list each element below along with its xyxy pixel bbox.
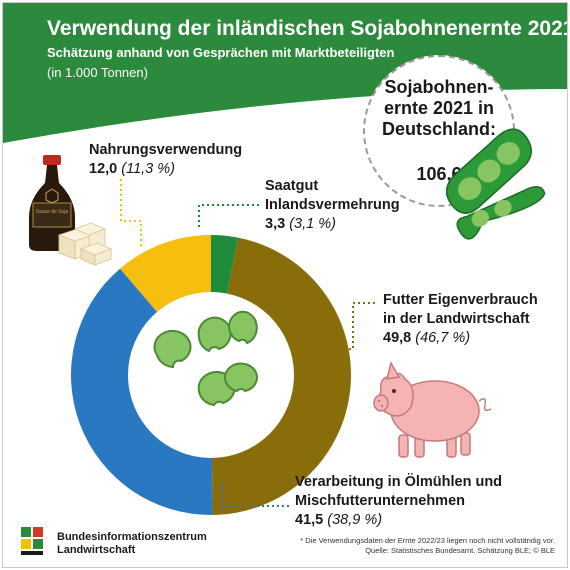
label-futter-name-2: in der Landwirtschaft (383, 311, 530, 327)
leader-nahrung (120, 179, 142, 247)
label-nahrung-name: Nahrungsverwendung (89, 142, 243, 158)
soy-sauce-tofu-icon: Sauce de Soja (29, 155, 113, 266)
label-saatgut-value: 3,3 (265, 216, 286, 232)
leader-saatgut (198, 204, 259, 229)
leader-oel (222, 485, 289, 507)
label-oel-name-1: Verarbeitung in Ölmühlen und (295, 474, 503, 490)
bzl-logo-text: Bundesinformationszentrum Landwirtschaft (57, 531, 207, 556)
label-oel-value: 41,5 (295, 512, 324, 528)
label-futter-value: 49,8 (383, 330, 412, 346)
bottle-label: Sauce de Soja (36, 209, 69, 215)
label-saatgut-name-2: Inlandsvermehrung (265, 197, 400, 213)
label-saatgut: Saatgut Inlandsvermehrung 3,3 (3,1 %) (265, 177, 400, 234)
header-curve-decoration (3, 89, 567, 143)
page-title: Verwendung der inländischen Sojabohnener… (47, 17, 568, 40)
harvest-label: Sojabohnen- ernte 2021 in Deutschland: (381, 77, 496, 139)
pig-icon (373, 361, 492, 458)
label-oel-name-2: Mischfutterunternehmen (295, 493, 465, 509)
label-nahrung-value: 12,0 (89, 161, 118, 177)
label-futter: Futter Eigenverbrauch in der Landwirtsch… (383, 291, 538, 348)
soybeans-center-icon (153, 310, 258, 407)
label-oel-pct: (38,9 %) (327, 512, 383, 528)
page-subtitle: Schätzung anhand von Gesprächen mit Mark… (47, 45, 395, 60)
footnote-text: * Die Verwendungsdaten der Ernte 2022/23… (300, 536, 555, 545)
unit-label: (in 1.000 Tonnen) (47, 65, 148, 80)
label-nahrung-pct: (11,3 %) (121, 161, 175, 177)
label-oelmuehlen: Verarbeitung in Ölmühlen und Mischfutter… (295, 473, 502, 530)
source-text: Quelle: Statistisches Bundesamt, Schätzu… (365, 546, 555, 555)
label-saatgut-pct: (3,1 %) (289, 216, 336, 232)
soybean-pod-icon (445, 128, 546, 240)
leader-futter (339, 302, 375, 350)
bzl-logo-icon (17, 525, 49, 557)
label-futter-name-1: Futter Eigenverbrauch (383, 292, 538, 308)
footnote-source: * Die Verwendungsdaten der Ernte 2022/23… (300, 536, 555, 556)
label-futter-pct: (46,7 %) (415, 330, 471, 346)
leader-lines (120, 179, 375, 507)
label-saatgut-name-1: Saatgut (265, 178, 319, 194)
label-nahrungsverwendung: Nahrungsverwendung 12,0 (11,3 %) (89, 141, 242, 179)
donut-chart (70, 235, 351, 515)
harvest-value: 106,6 (416, 164, 462, 184)
